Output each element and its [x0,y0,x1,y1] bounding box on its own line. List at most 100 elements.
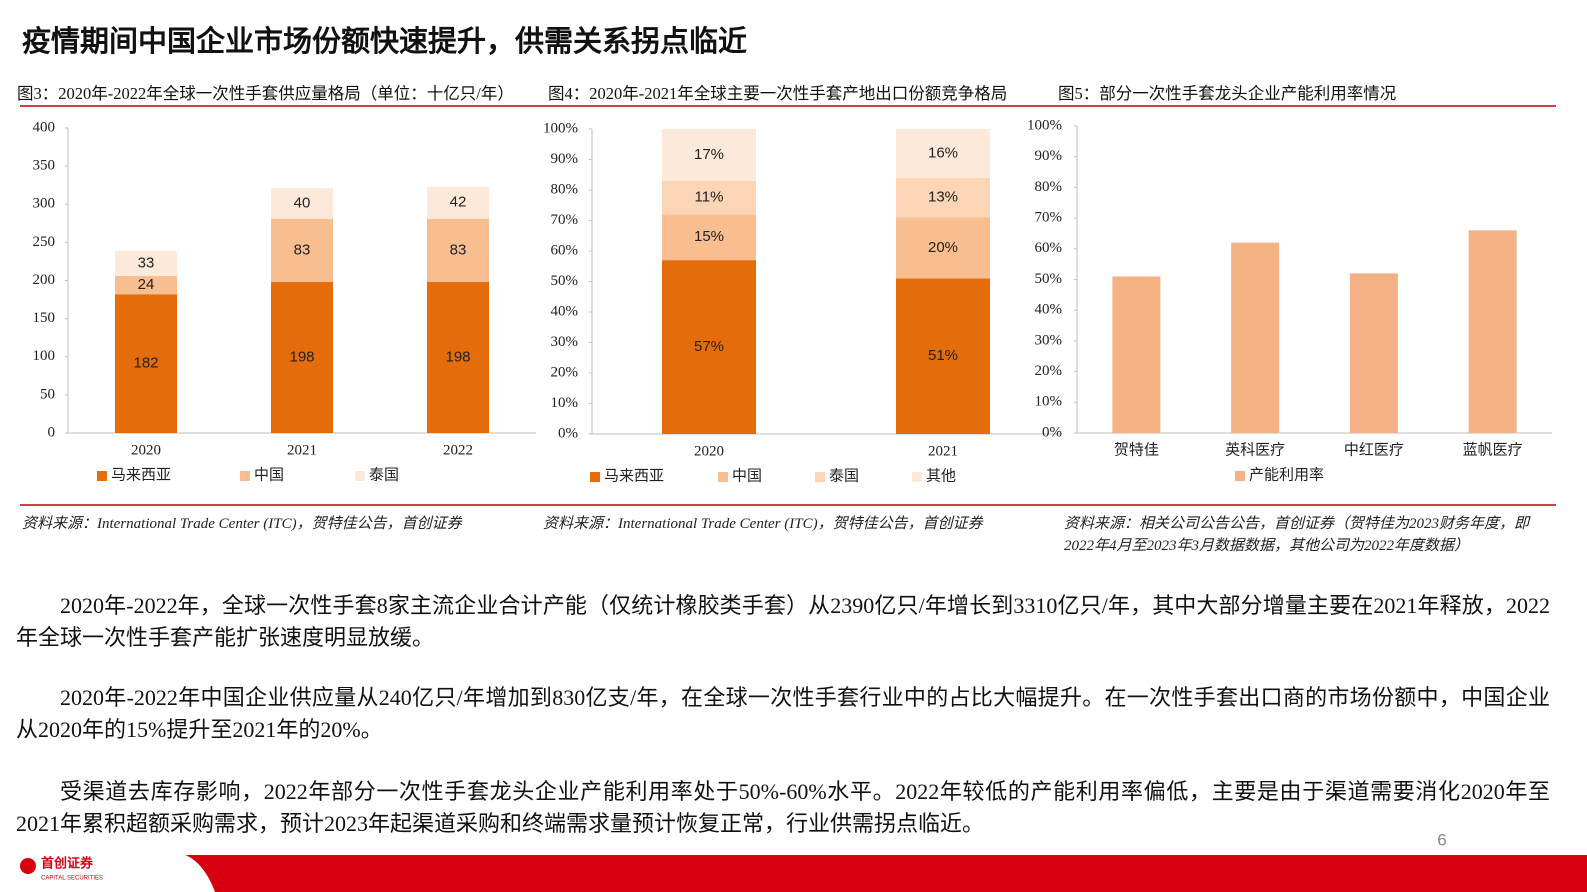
bar [115,294,177,433]
y-tick-label: 200 [33,272,56,288]
bar [896,129,990,178]
legend-swatch [240,471,250,481]
data-label: 42 [450,194,467,211]
y-tick-label: 10% [551,395,579,411]
y-tick-label: 150 [33,310,56,326]
legend-swatch [912,472,922,482]
data-label: 20% [928,239,958,256]
legend-swatch [97,471,107,481]
y-tick-label: 80% [551,181,579,197]
data-label: 182 [133,355,158,372]
legend-label: 泰国 [369,466,399,483]
bar [115,275,177,295]
bar [427,218,489,283]
bar [662,180,756,215]
x-tick-label: 中红医疗 [1344,441,1404,458]
x-tick-label: 贺特佳 [1114,441,1159,458]
y-tick-label: 70% [551,212,579,228]
data-label: 83 [450,241,467,258]
bar [1112,276,1161,433]
bar [1231,242,1280,433]
y-tick-label: 60% [1035,240,1063,256]
bar [662,214,756,261]
data-label: 16% [928,144,958,161]
y-tick-label: 60% [551,242,579,258]
data-label: 40 [294,194,311,211]
data-label: 13% [928,189,958,206]
y-tick-label: 0% [1042,424,1062,440]
x-tick-label: 英科医疗 [1225,440,1285,458]
data-label: 57% [694,338,724,355]
y-tick-label: 0 [48,424,56,440]
data-label: 33 [138,254,155,271]
legend-label: 马来西亚 [604,467,664,484]
y-tick-label: 40% [551,303,579,319]
bar [1349,273,1398,433]
data-label: 15% [694,228,724,245]
bar [271,218,333,283]
y-tick-label: 50% [1035,271,1063,287]
y-tick-label: 100% [543,120,578,136]
legend-swatch [1235,471,1245,481]
data-label: 83 [294,241,311,258]
x-tick-label: 2021 [287,442,317,458]
chart-title: 图5：部分一次性手套龙头企业产能利用率情况 [1058,84,1397,103]
x-tick-label: 2022 [443,442,473,458]
footer-band [0,855,1587,892]
legend-label: 马来西亚 [111,466,171,483]
y-tick-label: 10% [1035,394,1063,410]
x-tick-label: 2021 [928,443,958,459]
y-tick-label: 20% [551,364,579,380]
legend-swatch [718,472,728,482]
bar [662,260,756,434]
x-tick-label: 蓝帆医疗 [1463,441,1523,458]
data-label: 17% [694,146,724,163]
page-title: 疫情期间中国企业市场份额快速提升，供需关系拐点临近 [22,24,748,58]
data-label: 11% [695,189,724,206]
y-tick-label: 90% [1035,148,1063,164]
y-tick-label: 300 [33,196,56,212]
chart-source: 资料来源：International Trade Center (ITC)，贺特… [543,516,983,532]
bar [662,129,756,181]
y-tick-label: 100% [1027,117,1062,133]
chart-source: 资料来源：International Trade Center (ITC)，贺特… [22,516,462,532]
data-label: 24 [138,276,155,293]
legend-label: 中国 [254,466,284,483]
data-label: 51% [928,347,958,364]
y-tick-label: 30% [551,334,579,350]
chart-title: 图3：2020年-2022年全球一次性手套供应量格局（单位：十亿只/年） [17,84,514,103]
logo-icon [20,858,36,874]
paragraph: 2020年-2022年，全球一次性手套8家主流企业合计产能（仅统计橡胶类手套）从… [16,593,1550,650]
bar [271,282,333,433]
y-tick-label: 0% [558,425,578,441]
legend-label: 产能利用率 [1249,466,1324,483]
bar [427,282,489,433]
y-tick-label: 20% [1035,363,1063,379]
y-tick-label: 30% [1035,332,1063,348]
y-tick-label: 50 [40,386,55,402]
legend-swatch [815,472,825,482]
bar [896,177,990,218]
legend-swatch [355,471,365,481]
y-tick-label: 400 [33,119,56,135]
y-tick-label: 40% [1035,302,1063,318]
x-tick-label: 2020 [694,443,724,459]
logo-english: CAPITAL SECURITIES [41,876,103,882]
bar [896,278,990,434]
legend-label: 其他 [926,467,956,484]
chart-title: 图4：2020年-2021年全球主要一次性手套产地出口份额竞争格局 [548,84,1008,103]
y-tick-label: 80% [1035,179,1063,195]
page-number: 6 [1437,830,1446,849]
bar [115,250,177,276]
chart-source: 资料来源：相关公司公告公告，首创证券（贺特佳为2023财务年度，即2022年4月… [1064,516,1530,554]
bar [271,188,333,219]
paragraph: 受渠道去库存影响，2022年部分一次性手套龙头企业产能利用率处于50%-60%水… [16,779,1550,836]
y-tick-label: 50% [551,273,579,289]
legend-swatch [590,472,600,482]
x-tick-label: 2020 [131,442,161,458]
y-tick-label: 90% [551,151,579,167]
bar [1468,230,1517,433]
bar [896,217,990,279]
